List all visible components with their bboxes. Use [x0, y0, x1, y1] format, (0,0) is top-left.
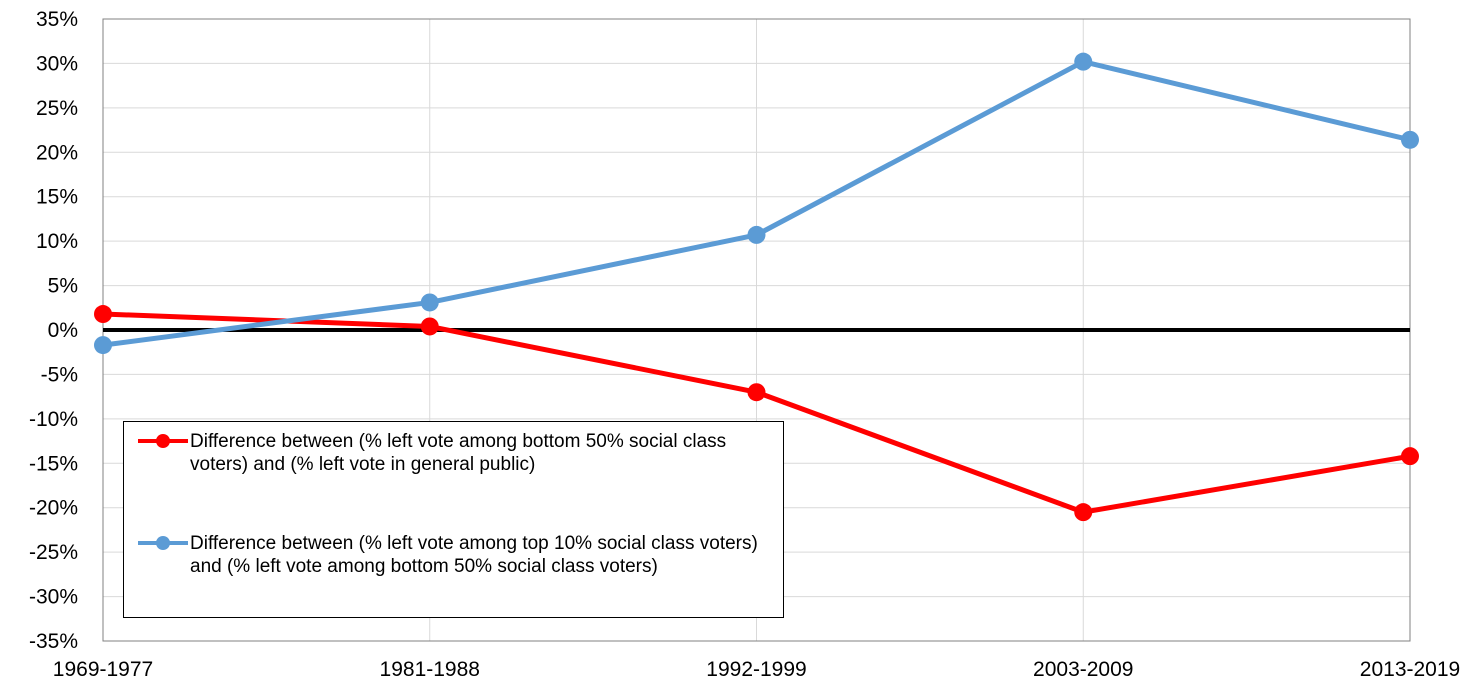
y-tick-label: 10%	[36, 230, 78, 253]
y-tick-label: -5%	[41, 363, 78, 386]
series-1-point	[1074, 503, 1093, 522]
series-1-point	[420, 317, 439, 336]
y-tick-label: -20%	[29, 497, 78, 520]
legend-swatch-red	[134, 434, 192, 448]
legend-marker-red	[156, 434, 170, 448]
y-tick-label: 30%	[36, 52, 78, 75]
legend: Difference between (% left vote among bo…	[123, 421, 784, 618]
series-1-point	[747, 383, 766, 402]
legend-item-top10: Difference between (% left vote among to…	[134, 532, 780, 578]
series-group	[94, 52, 1419, 522]
series-1-point	[94, 305, 112, 324]
x-tick-label: 1969-1977	[53, 658, 153, 681]
y-tick-label: 0%	[48, 319, 78, 342]
y-tick-label: 15%	[36, 186, 78, 209]
x-tick-label: 2003-2009	[1033, 658, 1133, 681]
series-2-point	[1074, 52, 1093, 71]
legend-item-bottom50: Difference between (% left vote among bo…	[134, 430, 780, 476]
y-tick-label: 25%	[36, 97, 78, 120]
y-tick-label: 5%	[48, 275, 78, 298]
y-tick-label: -15%	[29, 452, 78, 475]
series-2-point	[420, 293, 439, 312]
y-tick-label: -25%	[29, 541, 78, 564]
legend-label-bottom50: Difference between (% left vote among bo…	[190, 431, 727, 475]
y-tick-label: -30%	[29, 586, 78, 609]
y-tick-label: 20%	[36, 141, 78, 164]
series-2-point	[94, 336, 112, 355]
y-tick-label: -10%	[29, 408, 78, 431]
series-2-point	[1401, 130, 1419, 149]
x-tick-label: 2013-2019	[1360, 658, 1460, 681]
series-1-point	[1401, 447, 1419, 466]
y-tick-label: -35%	[29, 630, 78, 653]
legend-marker-blue	[156, 536, 170, 550]
x-tick-label: 1981-1988	[380, 658, 480, 681]
legend-swatch-blue	[134, 536, 192, 550]
series-2-point	[747, 225, 766, 244]
x-axis-tick-labels: 1969-1977 1981-1988 1992-1999 2003-2009 2013…	[53, 658, 1460, 681]
y-axis-tick-labels: 35% 30% 25% 20% 15% 10% 5% 0% -5% -10% -15% -20% -25…	[29, 8, 78, 653]
y-tick-label: 35%	[36, 8, 78, 31]
x-tick-label: 1992-1999	[706, 658, 806, 681]
legend-label-top10: Difference between (% left vote among to…	[190, 533, 758, 577]
